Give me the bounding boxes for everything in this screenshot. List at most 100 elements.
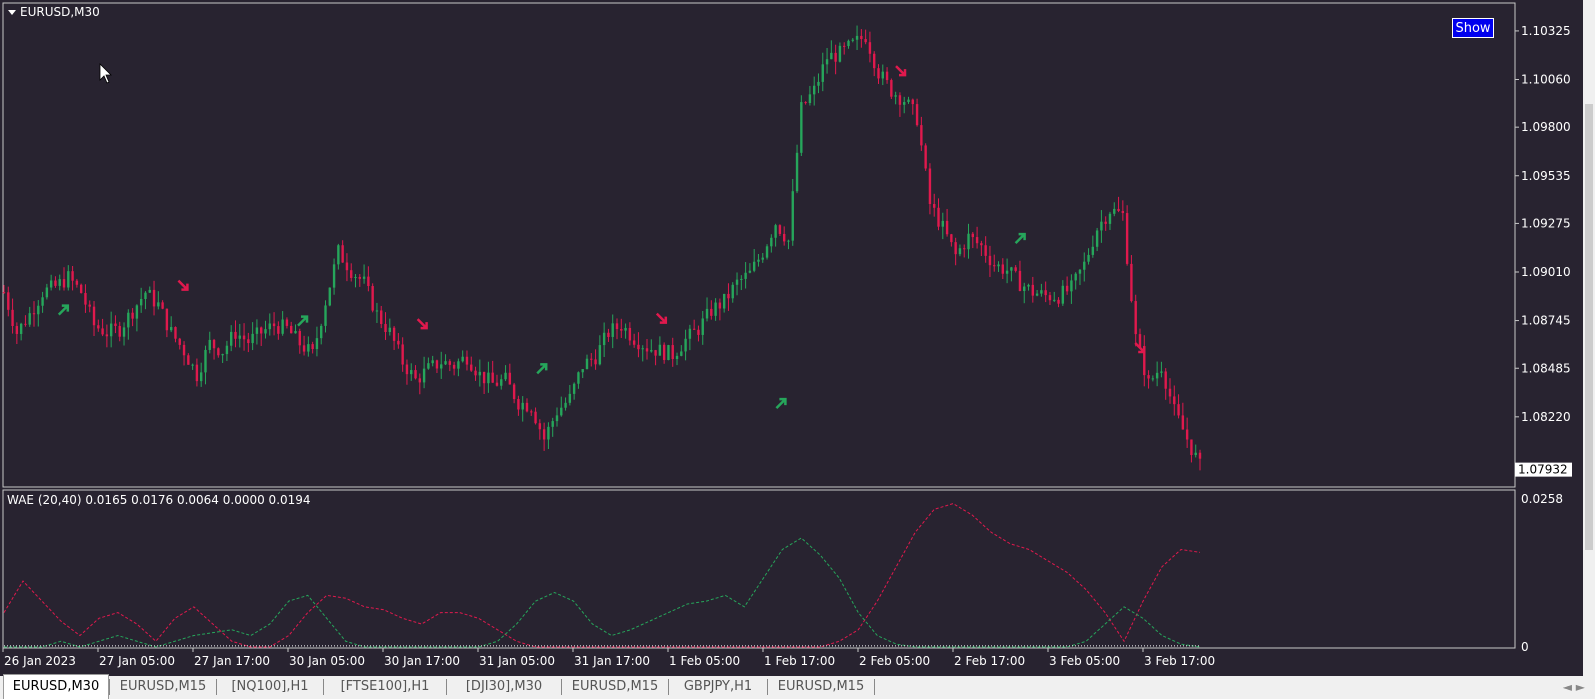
buy-arrow-icon (57, 304, 70, 316)
candle-body (722, 293, 726, 309)
candle-body (1074, 273, 1077, 281)
price-tick-label: 1.08745 (1521, 314, 1571, 328)
candle-body (705, 308, 709, 319)
tab-separator (767, 679, 768, 695)
tab-separator (446, 679, 447, 695)
candle-body (88, 304, 91, 307)
candle-body (165, 308, 169, 331)
candle-body (1100, 221, 1103, 231)
candle-body (920, 125, 923, 146)
candle-body (564, 402, 567, 408)
candle-body (770, 237, 773, 247)
candle-body (585, 358, 589, 370)
candle-body (851, 39, 854, 41)
buy-arrow-icon (775, 397, 787, 410)
candle-body (1083, 261, 1086, 270)
candle-body (24, 323, 27, 325)
candle-body (611, 323, 614, 337)
candle-body (354, 277, 357, 279)
candle-body (1031, 284, 1035, 296)
candle-body (512, 384, 516, 400)
candle-body (1138, 334, 1142, 348)
candle-body (341, 245, 344, 263)
candle-body (264, 329, 267, 334)
candle-body (915, 104, 919, 126)
tab-eurusd-m15[interactable]: EURUSD,M15 (571, 679, 659, 694)
candle-body (847, 40, 850, 47)
show-button[interactable]: Show (1452, 18, 1494, 38)
candle-body (1147, 375, 1150, 379)
signal-arrows-layer (57, 65, 1146, 410)
candle-body (247, 339, 250, 344)
candle-body (268, 323, 271, 330)
candle-body (255, 327, 259, 334)
candle-body (92, 306, 96, 326)
candle-body (482, 371, 486, 384)
candle-body (864, 39, 867, 43)
candle-body (1048, 295, 1052, 301)
candle-body (1044, 290, 1047, 296)
time-tick-label: 2 Feb 17:00 (954, 654, 1025, 668)
candle-body (97, 325, 100, 329)
tab-eurusd-m15[interactable]: EURUSD,M15 (777, 679, 865, 694)
candle-body (714, 302, 717, 316)
candle-body (315, 338, 319, 350)
candle-body (440, 364, 443, 369)
candle-body (843, 45, 846, 47)
candle-body (414, 370, 417, 379)
candle-body (1185, 429, 1189, 440)
candle-body (1027, 284, 1030, 287)
indicator-tick-label: 0 (1521, 640, 1529, 654)
tab-separator (668, 679, 669, 695)
candle-body (45, 287, 49, 298)
candle-body (860, 35, 863, 40)
candle-body (1040, 290, 1043, 294)
candle-body (808, 94, 812, 104)
candle-body (461, 356, 464, 362)
scrollbar-thumb[interactable] (1585, 104, 1593, 550)
candle-body (225, 345, 229, 355)
time-tick-label: 30 Jan 17:00 (384, 654, 460, 668)
tab-separator (216, 679, 217, 695)
candle-body (650, 350, 653, 352)
tab-gbpjpy-h1[interactable]: GBPJPY,H1 (683, 679, 753, 694)
candle-body (615, 323, 619, 330)
chevron-down-icon[interactable] (8, 10, 16, 15)
candle-body (101, 328, 104, 335)
price-tick-label: 1.09800 (1521, 120, 1571, 134)
tab-nq100-h1[interactable]: [NQ100],H1 (231, 679, 309, 694)
tab-scroll-arrows[interactable]: ◄ ► (1562, 680, 1585, 694)
candle-body (761, 257, 764, 260)
tab-eurusd-m15[interactable]: EURUSD,M15 (119, 679, 207, 694)
candle-body (881, 71, 884, 79)
candle-body (139, 298, 143, 306)
price-tick-label: 1.09010 (1521, 265, 1571, 279)
candle-body (191, 364, 194, 366)
candle-body (890, 80, 893, 97)
tab-dji30-m30[interactable]: [DJI30],M30 (465, 679, 543, 694)
candle-body (534, 411, 537, 424)
candle-body (1035, 293, 1039, 296)
candle-body (641, 348, 644, 350)
candle-body (804, 102, 807, 104)
candle-body (277, 326, 280, 334)
candle-body (392, 327, 396, 341)
current-price-badge (1515, 462, 1572, 477)
candle-body (1104, 221, 1107, 224)
candle-body (658, 344, 662, 356)
candle-body (362, 276, 366, 279)
candle-body (645, 348, 649, 352)
chart-background (0, 0, 1583, 676)
tab-eurusd-m30[interactable]: EURUSD,M30 (3, 674, 109, 699)
current-price-label: 1.07932 (1518, 463, 1568, 477)
vertical-scrollbar[interactable] (1583, 0, 1595, 676)
candle-body (662, 344, 666, 361)
tab-ftse100-h1[interactable]: [FTSE100],H1 (340, 679, 430, 694)
candle-body (688, 328, 692, 339)
tab-separator (109, 679, 110, 695)
candle-body (371, 286, 374, 311)
candle-body (234, 331, 237, 339)
candle-body (1121, 210, 1125, 214)
